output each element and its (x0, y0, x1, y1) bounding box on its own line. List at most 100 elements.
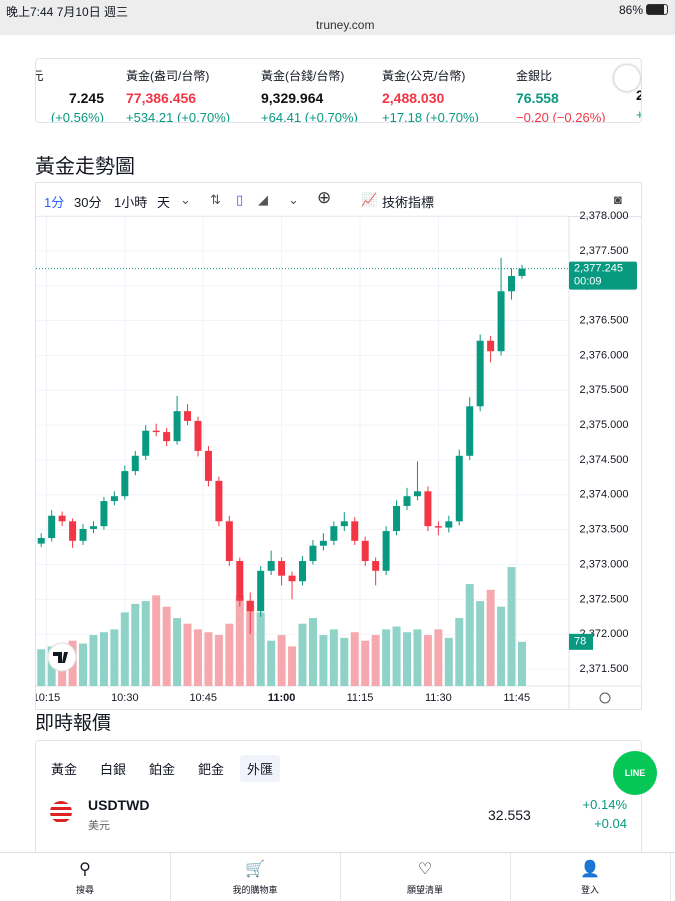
volume-label-box (569, 633, 593, 650)
candle-body (225, 521, 233, 562)
area-icon[interactable]: ◢ (258, 192, 268, 207)
indicator-icon[interactable]: 📈 (361, 192, 378, 207)
interval[interactable]: 1小時 (114, 195, 148, 210)
tab[interactable]: 鈀金 (198, 762, 225, 777)
volume-bar (37, 649, 46, 686)
volume-label: 78 (574, 636, 586, 648)
volume-bar (173, 618, 182, 686)
add-icon[interactable]: ⊕ (317, 188, 332, 207)
ticker-price: 2,488.030 (382, 90, 445, 106)
x-tick-label: 11:00 (268, 692, 296, 704)
ticker-name: 金銀比 (516, 69, 553, 83)
ticker-price: 2 (636, 87, 641, 103)
volume-bar (497, 606, 506, 686)
candle-body (319, 540, 327, 546)
volume-bar (298, 623, 307, 686)
chart: 2,371.5002,372.0002,372.5002,373.0002,37… (36, 210, 641, 709)
ticker-change: +64.41 (+0.70%) (261, 110, 358, 123)
candle-body (131, 455, 139, 472)
ticker[interactable]: 黃金(盎司/台幣) 77,386.456 +534.21 (+0.70%) (126, 67, 230, 122)
nav-item[interactable]: ♡ 願望清單 (340, 853, 511, 901)
tab[interactable]: 鉑金 (149, 762, 176, 777)
ticker-change: −0.20 (−0.26%) (516, 110, 606, 123)
nav-label: 願望清單 (406, 885, 443, 895)
candle-body (246, 600, 254, 612)
volume-bar (486, 589, 495, 686)
tab[interactable]: 黃金 (51, 762, 78, 777)
ticker-price: 77,386.456 (126, 90, 197, 106)
ticker[interactable]: 司/美元 7.245 (+0.56%) (36, 67, 104, 122)
y-tick-label: 2,374.000 (580, 489, 629, 501)
candle-body (110, 496, 118, 502)
ticker-price: 9,329.964 (261, 90, 324, 106)
volume-bar (392, 626, 401, 686)
volume-bar (403, 632, 412, 686)
candle-body (48, 515, 56, 539)
nav-label: 我的購物車 (232, 885, 278, 895)
ticker-price: 76.558 (516, 90, 559, 106)
tv-logo-mark (53, 652, 68, 663)
line-button[interactable]: LINE (613, 751, 657, 795)
interval[interactable]: 30分 (74, 195, 102, 210)
symbol[interactable]: USDTWD (88, 797, 150, 813)
volume-bar (79, 643, 88, 686)
volume-bar (329, 629, 338, 686)
ticker[interactable]: 金銀比 76.558 −0.20 (−0.26%) (516, 67, 606, 123)
bottom-nav: ⚲ 搜尋 🛒 我的購物車 ♡ 願望清單 👤 登入 (0, 852, 675, 901)
candle-body (89, 526, 97, 529)
y-tick-label: 2,373.000 (580, 558, 629, 570)
ticker[interactable]: 黃金(台錢/台幣) 9,329.964 +64.41 (+0.70%) (261, 67, 358, 123)
nav-item[interactable]: 🛒 我的購物車 (170, 853, 341, 901)
nav-icon: ⚲ (79, 861, 91, 878)
volume-bar (413, 629, 422, 686)
candle-body (497, 291, 505, 352)
x-tick-label: 11:30 (425, 692, 452, 704)
nav-label: 搜尋 (75, 885, 94, 895)
indicators[interactable]: 技術指標 (382, 195, 435, 210)
volume-bar (183, 623, 192, 686)
volume-bar (288, 646, 297, 686)
tab[interactable]: 白銀 (100, 762, 127, 777)
candle-body (37, 538, 45, 544)
y-tick-label: 2,376.500 (580, 314, 629, 326)
last-price-box (569, 261, 637, 290)
volume-bar (507, 567, 516, 686)
url[interactable]: truney.com (316, 18, 375, 32)
volume-bar (141, 601, 150, 686)
candle-body (288, 575, 296, 582)
candle-icon[interactable]: ▯ (236, 192, 244, 207)
volume-bar (225, 623, 234, 686)
camera-icon[interactable]: ◙ (614, 192, 622, 207)
candle-body (184, 411, 192, 421)
candle-body (309, 545, 317, 562)
candle-body (340, 521, 348, 527)
change-pct: +0.14% (582, 797, 627, 812)
interval[interactable]: 天 (157, 195, 171, 210)
ticker-change: +17.18 (+0.70%) (382, 110, 479, 123)
y-tick-label: 2,375.500 (580, 384, 629, 396)
ticker[interactable]: 2+1 (636, 67, 641, 122)
compare-icon[interactable]: ⇅ (210, 192, 221, 207)
candle-body (236, 561, 244, 601)
volume-bar (423, 635, 432, 686)
nav-item[interactable]: ⚲ 搜尋 (0, 853, 171, 901)
x-tick-label: 10:15 (36, 692, 60, 704)
candle-body (434, 526, 442, 528)
volume-bar (444, 637, 453, 686)
ticker-name: 黃金(公克/台幣) (382, 69, 466, 83)
nav-item[interactable]: 👤 登入 (510, 853, 671, 901)
candle-body (267, 561, 275, 571)
tab[interactable]: 外匯 (240, 755, 281, 782)
candle-body (393, 505, 401, 532)
candle-body (152, 430, 160, 433)
name: 美元 (88, 820, 110, 832)
nav-icon: 🛒 (245, 861, 265, 878)
chevron[interactable]: ⌄ (288, 192, 299, 207)
battery: 86% (619, 3, 644, 17)
quotes-title: 即時報價 (35, 713, 112, 734)
clock: 晚上7:44 7月10日 週三 (6, 5, 129, 19)
volume-bar (110, 629, 119, 686)
interval[interactable]: 1分 (44, 195, 65, 210)
chevron[interactable]: ⌄ (180, 192, 191, 207)
ticker[interactable]: 黃金(公克/台幣) 2,488.030 +17.18 (+0.70%) (382, 67, 479, 123)
